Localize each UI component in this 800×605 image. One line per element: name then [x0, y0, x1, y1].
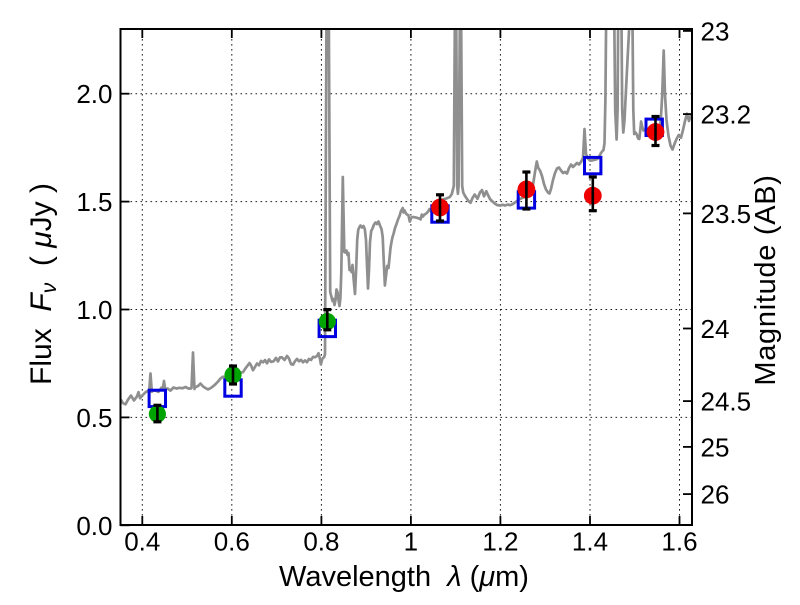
svg-text:1.0: 1.0 [76, 295, 112, 325]
svg-text:25: 25 [701, 432, 730, 462]
svg-text:24.5: 24.5 [701, 387, 752, 417]
svg-text:1.6: 1.6 [661, 527, 697, 557]
svg-text:0.4: 0.4 [124, 527, 160, 557]
svg-text:Wavelength λ (μm): Wavelength λ (μm) [279, 561, 529, 593]
svg-text:26: 26 [701, 480, 730, 510]
svg-text:Magnitude (AB): Magnitude (AB) [750, 174, 782, 385]
svg-text:0.0: 0.0 [76, 511, 112, 541]
svg-text:1.4: 1.4 [572, 527, 608, 557]
svg-text:23.5: 23.5 [701, 199, 752, 229]
svg-text:24: 24 [701, 314, 730, 344]
svg-text:1: 1 [404, 527, 418, 557]
svg-text:23: 23 [701, 16, 730, 46]
svg-text:0.6: 0.6 [214, 527, 250, 557]
svg-text:23.2: 23.2 [701, 100, 752, 130]
svg-text:0.8: 0.8 [303, 527, 339, 557]
svg-text:0.5: 0.5 [76, 403, 112, 433]
svg-text:1.2: 1.2 [482, 527, 518, 557]
svg-text:1.5: 1.5 [76, 187, 112, 217]
svg-text:2.0: 2.0 [76, 79, 112, 109]
